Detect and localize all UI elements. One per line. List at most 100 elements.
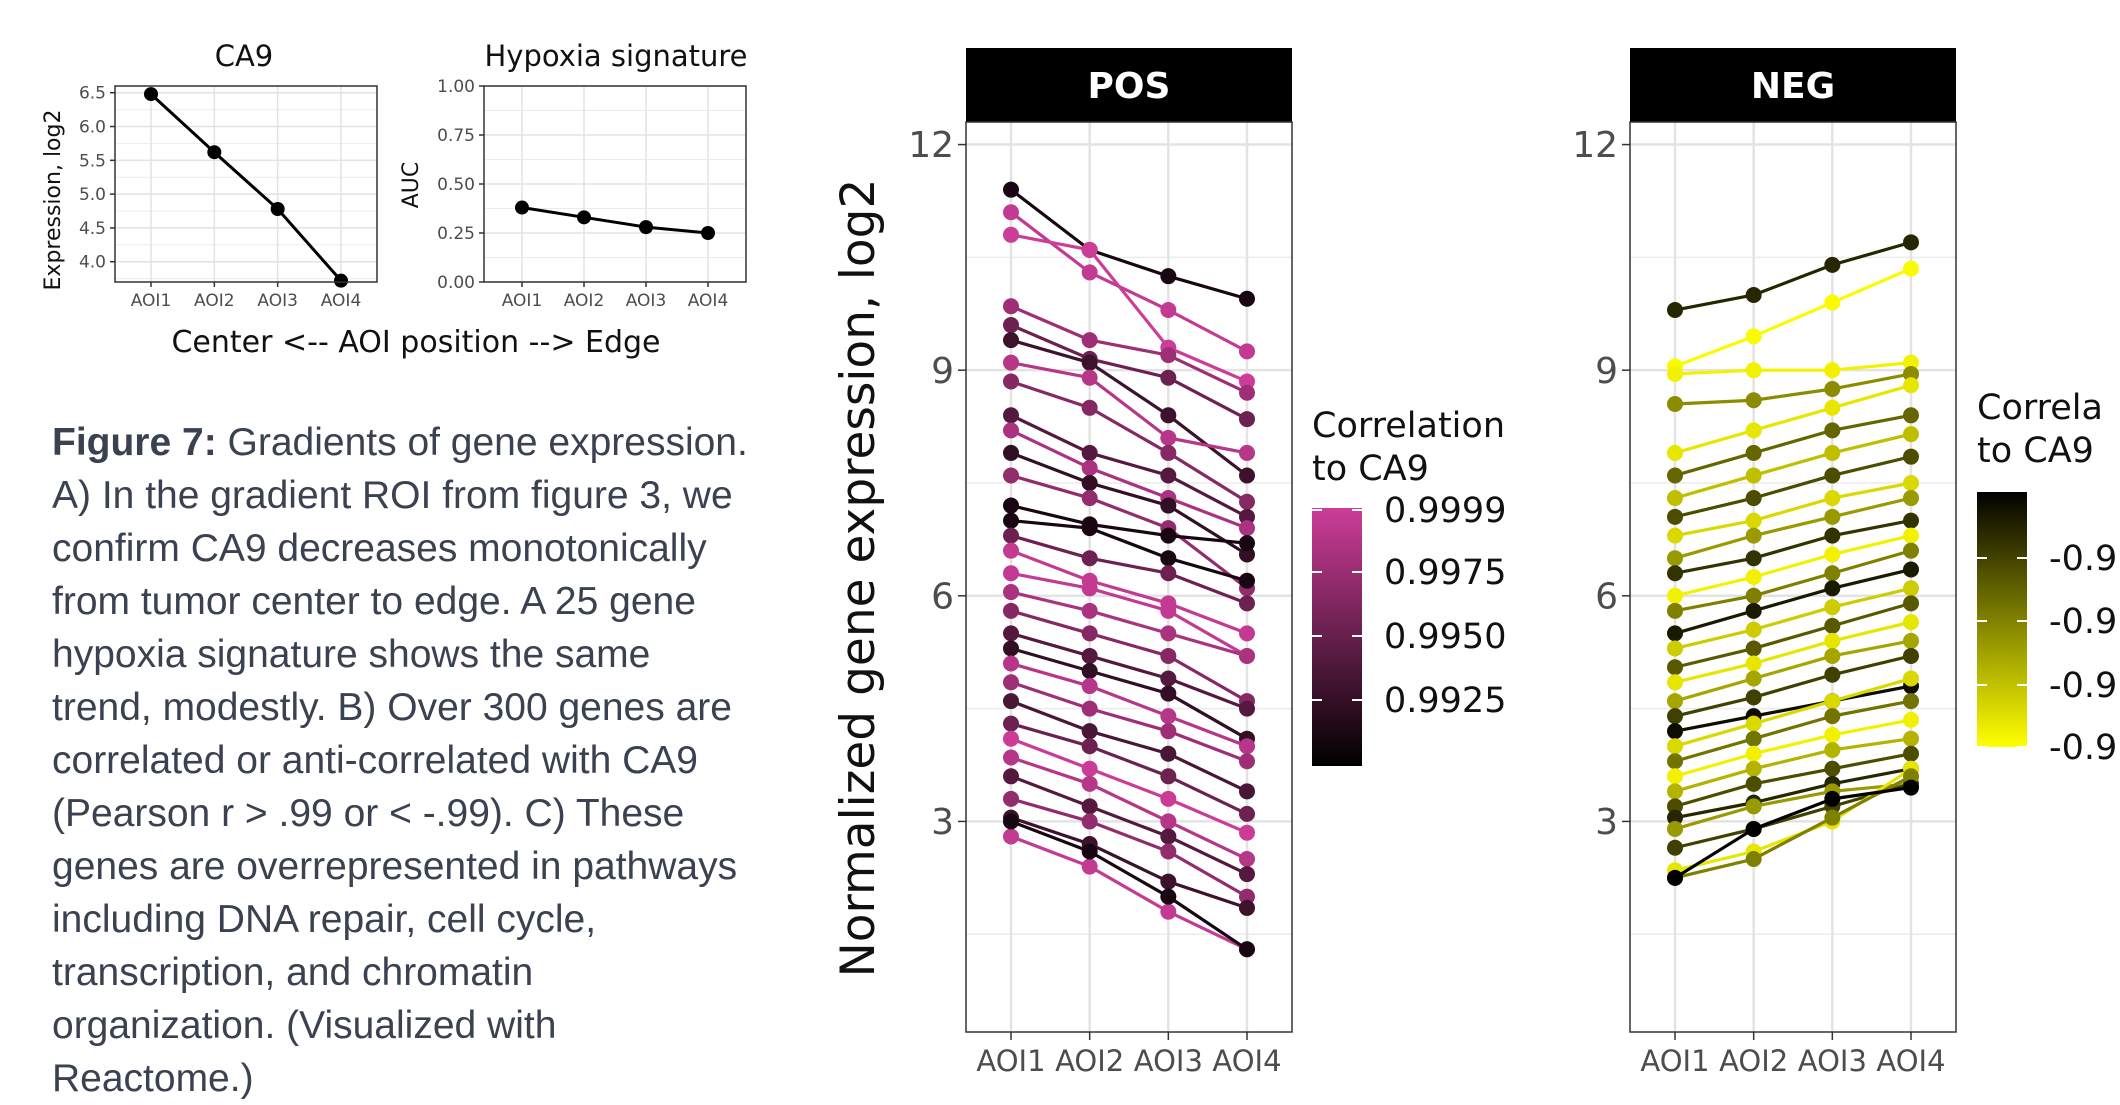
pos-panel-border [965,121,1293,1033]
neg-series-line [1674,737,1912,793]
pos-data-point [1003,317,1019,334]
neg-data-point [1903,512,1919,529]
pos-series-line [1010,549,1248,635]
pos-data-point [1081,625,1098,642]
hyp-x-tick-label: AOI2 [564,291,605,311]
pos-data-point [1239,493,1255,510]
pos-data-point [1239,411,1255,428]
hyp-data-point [639,220,653,235]
neg-series-line [1674,455,1912,519]
pos-series-line [1010,737,1248,835]
neg-data-point [1903,490,1919,507]
neg-data-point [1903,779,1919,796]
pos-series-line [1010,816,1248,910]
neg-series-line [1674,601,1912,669]
neg-data-point [1667,839,1683,856]
pos-series-line [1010,379,1248,504]
pos-series-line [1010,631,1248,711]
pos-data-point [1003,497,1019,514]
pos-data-point [1160,670,1177,687]
neg-data-point [1745,512,1762,529]
neg-data-point [1824,399,1841,416]
pos-data-point [1239,824,1255,841]
pos-data-point [1239,572,1255,589]
neg-data-point [1824,599,1841,616]
neg-data-point [1824,422,1841,439]
neg-data-point [1745,760,1762,777]
pos-series-line [1010,819,1248,951]
pos-x-tick-label: AOI1 [976,1044,1045,1078]
pos-data-point [1160,903,1177,920]
neg-x-tick-label: AOI3 [1798,1044,1867,1078]
neg-data-point [1824,708,1841,725]
neg-data-point [1667,820,1683,837]
neg-series-line [1674,654,1912,718]
neg-legend-colorbar [1977,492,2027,747]
pos-data-point [1160,565,1177,582]
pos-data-point [1239,384,1255,401]
ca9-data-point [207,145,222,160]
neg-data-point [1903,448,1919,465]
pos-series-line [1010,755,1248,861]
pos-data-point [1081,580,1098,597]
neg-series-line [1674,676,1912,748]
neg-data-point [1667,396,1683,413]
pos-legend-ticks-label: 0.9975 [1384,553,1506,593]
pos-data-point [1239,508,1255,525]
pos-series-line [1010,661,1248,748]
neg-data-point [1745,775,1762,792]
pos-series-line [1010,571,1248,658]
pos-data-point [1081,700,1098,717]
neg-data-point [1824,809,1841,826]
pos-data-point [1239,343,1255,360]
neg-data-point [1667,708,1683,725]
neg-data-point [1667,444,1683,461]
neg-data-point [1824,490,1841,507]
neg-legend: Correla to CA9 -0.9 -0.9 -0.9 -0.9 [1977,388,2117,768]
neg-data-point [1667,783,1683,800]
pos-data-point [1081,738,1098,755]
hyp-data-point [577,210,591,225]
hyp-y-tick-label: 0.25 [437,224,475,244]
pos-data-point [1081,444,1098,461]
ca9-data-point [270,202,285,217]
pos-legend-ticks-label: 0.9950 [1384,617,1506,657]
pos-data-point [1160,888,1177,905]
pos-data-point [1081,663,1098,680]
neg-data-point [1667,467,1683,484]
neg-data-point [1824,790,1841,807]
pos-data-point [1160,647,1177,664]
pos-data-point [1081,798,1098,815]
pos-data-point [1003,354,1019,371]
ca9-x-tick-label: AOI4 [321,291,362,311]
neg-y-tick-label: 6 [1595,576,1618,617]
neg-series-line [1674,383,1912,455]
neg-data-point [1745,621,1762,638]
pos-data-point [1239,373,1255,390]
pos-data-point [1081,354,1098,371]
pos-data-point [1160,429,1177,446]
neg-data-point [1903,595,1919,612]
pos-data-point [1081,858,1098,875]
neg-data-point [1745,392,1762,409]
pos-data-point [1239,888,1255,905]
pos-data-point [1239,595,1255,612]
pos-data-point [1003,693,1019,710]
neg-data-point [1745,640,1762,657]
neg-series-line [1674,240,1912,312]
large-y-axis-label: Normalized gene expression, log2 [831,179,886,978]
neg-data-point [1903,407,1919,424]
pos-y-tick-label: 12 [908,125,954,166]
pos-x-tick-label: AOI3 [1134,1044,1203,1078]
neg-series-line [1674,767,1912,820]
hyp-x-tick-label: AOI4 [688,291,729,311]
pos-series-line [1010,451,1248,556]
neg-chart: NEG 3 6 9 12 AOI1 AOI2 AOI3 AOI4 Correla to CA… [1572,48,2117,1078]
hypoxia-panel-border [483,85,747,283]
pos-data-point [1081,678,1098,695]
pos-data-point [1160,625,1177,642]
neg-series-line [1674,267,1912,368]
neg-data-point [1824,467,1841,484]
pos-data-point [1003,204,1019,221]
pos-data-point [1003,181,1019,198]
